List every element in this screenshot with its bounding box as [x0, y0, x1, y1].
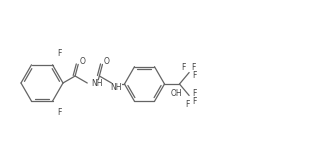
Text: F: F — [192, 71, 196, 80]
Text: F: F — [57, 108, 61, 117]
Text: OH: OH — [171, 89, 182, 98]
Text: NH: NH — [110, 84, 122, 92]
Text: F: F — [192, 97, 196, 106]
Text: F: F — [192, 89, 196, 98]
Text: F: F — [57, 49, 61, 58]
Text: F: F — [181, 63, 185, 72]
Text: F: F — [191, 63, 195, 72]
Text: F: F — [185, 100, 189, 109]
Text: NH: NH — [91, 79, 103, 89]
Text: O: O — [79, 57, 85, 66]
Text: O: O — [104, 57, 109, 66]
